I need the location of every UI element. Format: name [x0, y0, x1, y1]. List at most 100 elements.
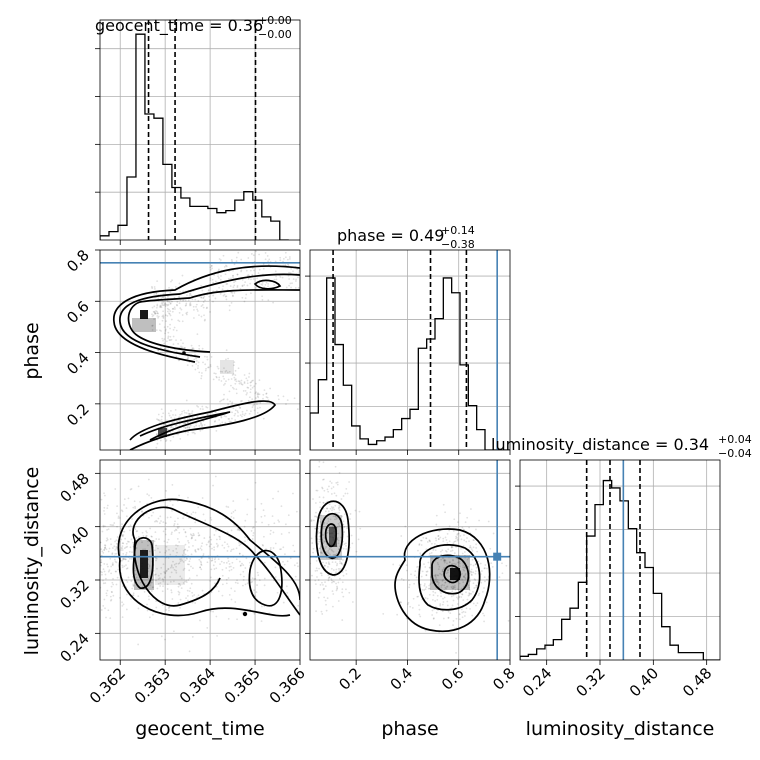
sample-point	[418, 544, 421, 546]
sample-point	[105, 548, 108, 551]
sample-point	[224, 295, 227, 298]
sample-point	[241, 413, 244, 416]
sample-point	[236, 579, 238, 582]
sample-point	[470, 592, 473, 595]
sample-point	[255, 250, 257, 253]
sample-point	[334, 465, 337, 468]
sample-point	[171, 510, 173, 512]
sample-point	[174, 414, 177, 417]
sample-point	[332, 550, 335, 553]
sample-point	[122, 557, 125, 560]
sample-point	[288, 531, 291, 534]
y-tick-label-luminosity_distance: 0.40	[56, 523, 92, 559]
sample-point	[142, 535, 145, 537]
sample-point	[156, 280, 159, 282]
sample-point	[468, 593, 471, 596]
sample-point	[183, 409, 186, 412]
sample-point	[172, 328, 175, 331]
sample-point	[335, 517, 338, 520]
sample-point	[226, 550, 229, 552]
sample-point	[458, 618, 461, 621]
sample-point	[227, 403, 230, 406]
sample-point	[474, 570, 477, 573]
sample-point	[225, 264, 227, 267]
sample-point	[326, 522, 329, 525]
sample-point	[199, 566, 202, 569]
sample-point	[233, 414, 236, 417]
sample-point	[100, 561, 102, 564]
sample-point	[486, 578, 488, 581]
sample-point	[116, 536, 119, 538]
sample-point	[113, 522, 116, 524]
sample-point	[113, 545, 116, 548]
sample-point	[392, 563, 395, 566]
sample-point	[194, 432, 196, 435]
sample-point	[260, 283, 263, 286]
sample-point	[454, 540, 457, 543]
sample-point	[304, 571, 306, 573]
sample-point	[195, 357, 197, 360]
sample-point	[172, 436, 175, 438]
sample-point	[318, 496, 321, 499]
sample-point	[322, 501, 325, 504]
sample-point	[164, 305, 167, 307]
sample-point	[244, 297, 247, 300]
sample-point	[330, 578, 333, 580]
sample-point	[473, 539, 475, 542]
sample-point	[507, 619, 510, 622]
sample-point	[173, 522, 176, 525]
sample-point	[172, 549, 175, 552]
sample-point	[184, 559, 187, 562]
sample-point	[444, 559, 446, 561]
sample-point	[334, 515, 336, 518]
sample-point	[208, 540, 210, 543]
sample-point	[122, 534, 125, 536]
sample-point	[261, 544, 264, 546]
sample-point	[187, 539, 189, 542]
sample-point	[438, 582, 440, 584]
sample-point	[350, 534, 353, 537]
sample-point	[232, 295, 234, 298]
sample-point	[425, 537, 427, 540]
sample-point	[161, 337, 164, 340]
sample-point	[425, 570, 428, 573]
sample-point	[137, 607, 140, 610]
sample-point	[130, 580, 133, 583]
sample-point	[345, 544, 347, 547]
sample-point	[274, 542, 277, 545]
sample-point	[421, 570, 424, 573]
sample-point	[464, 577, 467, 580]
sample-point	[428, 593, 431, 596]
sample-point	[211, 547, 213, 550]
sample-point	[435, 580, 438, 583]
sample-point	[443, 566, 446, 569]
sample-point	[152, 499, 155, 502]
sample-point	[223, 398, 225, 401]
sample-point	[182, 517, 184, 520]
sample-point	[238, 529, 241, 532]
sample-point	[182, 422, 185, 425]
sample-point	[149, 584, 151, 587]
sample-point	[116, 576, 119, 579]
sample-point	[282, 257, 285, 260]
sample-point	[176, 526, 179, 528]
sample-point	[154, 312, 157, 315]
sample-point	[458, 596, 460, 599]
sample-point	[444, 581, 447, 584]
sample-point	[184, 431, 187, 434]
sample-point	[194, 602, 197, 604]
sample-point	[452, 599, 455, 602]
sample-point	[429, 540, 431, 543]
sample-point	[435, 576, 437, 579]
sample-point	[226, 282, 229, 285]
sample-point	[224, 421, 227, 424]
sample-point	[334, 553, 336, 556]
sample-point	[280, 505, 283, 508]
sample-point	[155, 579, 157, 582]
sample-point	[206, 356, 208, 358]
sample-point	[253, 578, 256, 580]
sample-point	[285, 403, 287, 405]
sample-point	[436, 579, 439, 581]
sample-point	[446, 604, 449, 607]
sample-point	[189, 302, 192, 304]
